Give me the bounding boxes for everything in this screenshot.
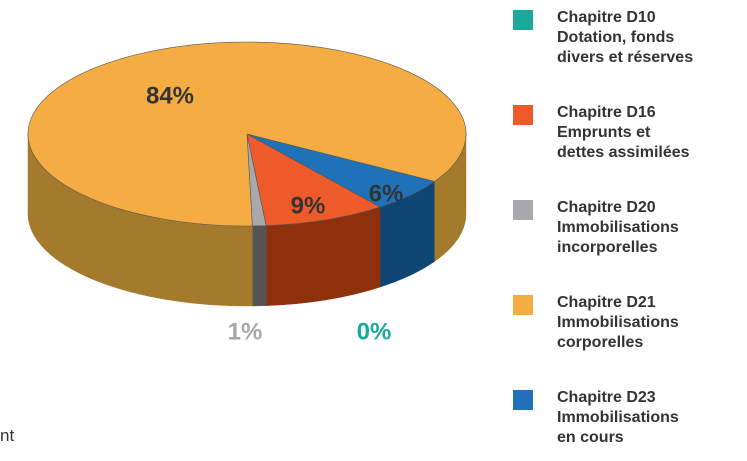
annotation: nt bbox=[0, 426, 15, 445]
legend-label: Chapitre D23 Immobilisations en cours bbox=[557, 389, 679, 446]
value-label: 9% bbox=[291, 192, 326, 219]
legend-swatch bbox=[513, 295, 533, 315]
legend-label: Chapitre D20 Immobilisations incorporell… bbox=[557, 199, 679, 256]
value-label: 0% bbox=[357, 318, 392, 345]
legend-swatch bbox=[513, 10, 533, 30]
slice bbox=[27, 41, 467, 227]
legend-swatch bbox=[513, 390, 533, 410]
legend-label: Chapitre D21 Immobilisations corporelles bbox=[557, 294, 679, 351]
slice-side bbox=[252, 225, 267, 307]
legend-swatch bbox=[513, 200, 533, 220]
value-label: 84% bbox=[146, 82, 194, 109]
legend-label: Chapitre D10 Dotation, fonds divers et r… bbox=[557, 9, 694, 66]
value-label: 1% bbox=[228, 318, 263, 345]
legend-swatch bbox=[513, 105, 533, 125]
slice bbox=[246, 133, 381, 226]
value-label: 6% bbox=[369, 180, 404, 207]
legend-label: Chapitre D16 Emprunts et dettes assimilé… bbox=[557, 104, 690, 161]
